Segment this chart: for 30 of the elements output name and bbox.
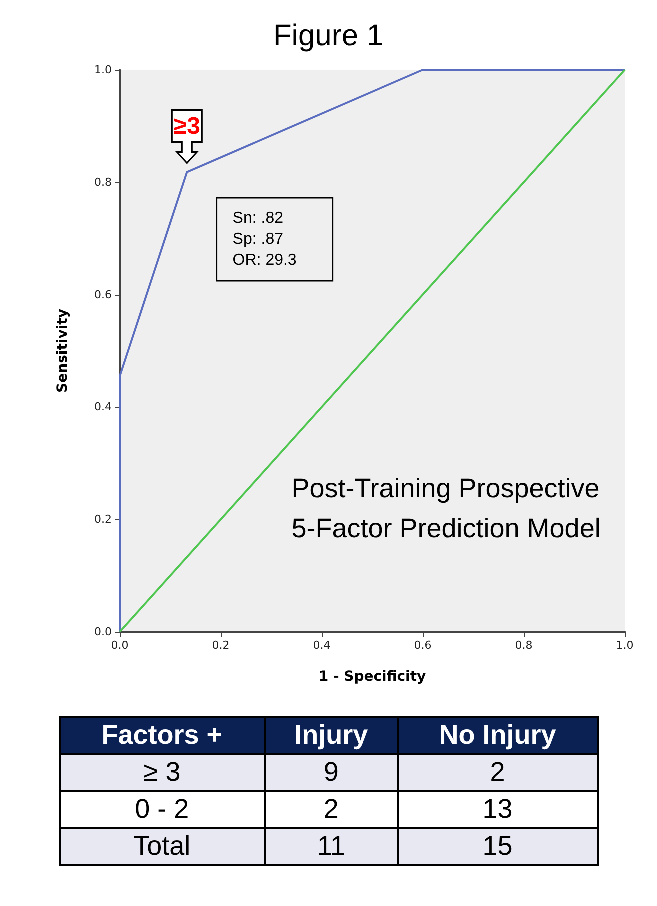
data-label: 11 [264, 828, 398, 865]
x-tick-label: 0.0 [111, 639, 129, 652]
y-tick-label: ≥ 3 [60, 754, 265, 791]
x-tick-label: 0.4 [313, 639, 331, 652]
y-tick-label: 0.0 [94, 626, 112, 638]
x-axis-title: 1 - Specificity [318, 669, 426, 685]
annotation: Post-Training Prospective 5-Factor Prediction Model [292, 473, 601, 544]
y-tick-label: 0.4 [94, 400, 112, 414]
x-tick-label: 0.2 [212, 639, 230, 652]
data-label: 9 [264, 754, 398, 791]
x-tick-label: 0.8 [515, 639, 533, 652]
annotation: Sn: .82 Sp: .87 OR: 29.3 [232, 210, 297, 270]
y-tick-label: 0 - 2 [60, 791, 265, 828]
annotation: ≥3 [174, 112, 200, 140]
y-axis-title: Sensitivity [55, 309, 71, 393]
data-label: 2 [264, 791, 398, 828]
y-tick-label: Total [60, 828, 265, 865]
chart-title: Figure 1 [273, 20, 384, 52]
data-label: 13 [398, 791, 598, 828]
y-tick-label: 0.8 [94, 176, 112, 189]
data-label: 2 [398, 754, 598, 791]
x-tick-label: Injury [264, 717, 398, 754]
x-tick-label: No Injury [398, 717, 598, 754]
y-tick-label: 0.6 [94, 288, 112, 302]
x-tick-label: 0.6 [414, 639, 432, 652]
data-label: 15 [398, 828, 598, 865]
y-tick-label: 1.0 [94, 64, 112, 76]
y-tick-label: 0.2 [94, 513, 112, 526]
y-axis-title: Factors + [60, 717, 265, 754]
x-tick-label: 1.0 [616, 639, 634, 652]
